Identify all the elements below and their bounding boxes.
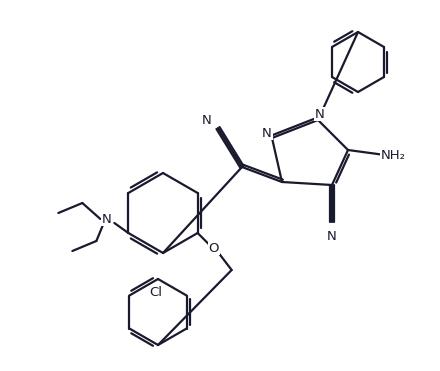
Text: N: N — [202, 114, 212, 127]
Text: N: N — [262, 127, 272, 139]
Text: N: N — [327, 230, 337, 243]
Text: Cl: Cl — [150, 286, 162, 299]
Text: N: N — [102, 213, 111, 226]
Text: N: N — [315, 108, 325, 121]
Text: O: O — [209, 242, 219, 255]
Text: NH₂: NH₂ — [381, 148, 406, 161]
